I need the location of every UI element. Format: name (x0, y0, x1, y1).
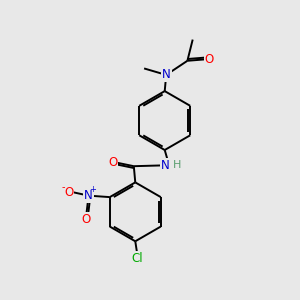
Text: O: O (82, 213, 91, 226)
Text: H: H (173, 160, 182, 170)
Text: O: O (108, 156, 118, 169)
Text: Cl: Cl (132, 252, 143, 265)
Text: -: - (61, 182, 65, 192)
Text: N: N (84, 189, 93, 202)
Text: O: O (205, 53, 214, 66)
Text: +: + (90, 185, 96, 194)
Text: N: N (162, 68, 171, 81)
Text: O: O (64, 186, 73, 199)
Text: N: N (161, 159, 170, 172)
